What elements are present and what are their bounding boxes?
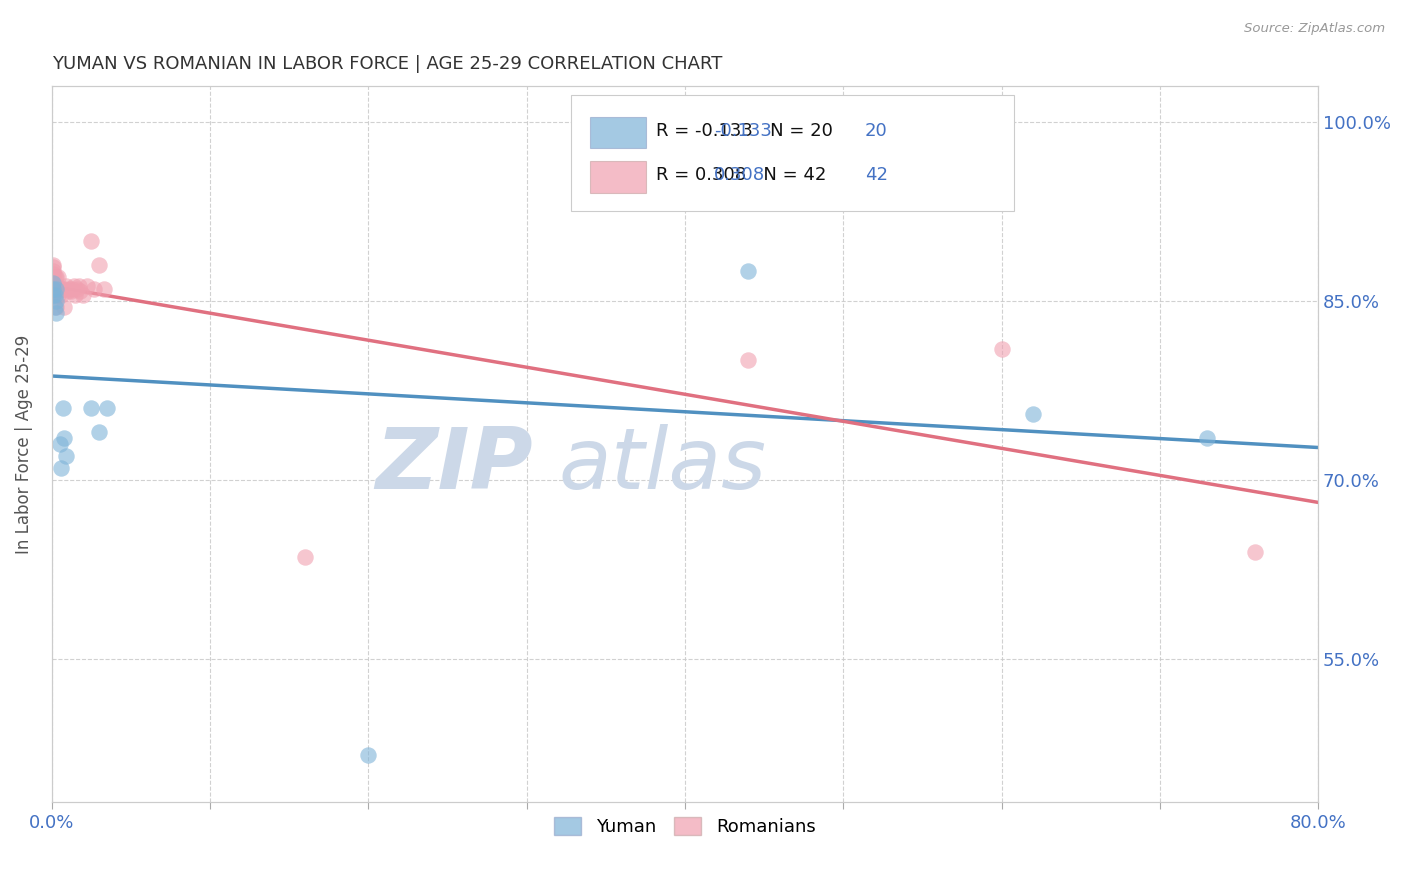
Point — [1022, 407, 1045, 421]
Point — [42, 282, 65, 296]
Point — [53, 431, 76, 445]
Point — [44, 282, 66, 296]
Point — [48, 282, 70, 296]
Point — [89, 425, 111, 439]
Point — [44, 300, 66, 314]
Point — [59, 284, 82, 298]
Text: 42: 42 — [865, 167, 887, 185]
Point — [737, 353, 759, 368]
Point — [96, 401, 118, 416]
Point — [357, 747, 380, 762]
Point — [67, 279, 90, 293]
Point — [42, 279, 65, 293]
Point — [69, 284, 91, 298]
Legend: Yuman, Romanians: Yuman, Romanians — [547, 810, 823, 844]
Text: 0.308: 0.308 — [714, 167, 765, 185]
Point — [42, 287, 65, 301]
Point — [44, 269, 66, 284]
Point — [42, 273, 65, 287]
Point — [45, 282, 67, 296]
Text: ZIP: ZIP — [375, 424, 533, 507]
FancyBboxPatch shape — [571, 95, 1014, 211]
Text: YUMAN VS ROMANIAN IN LABOR FORCE | AGE 25-29 CORRELATION CHART: YUMAN VS ROMANIAN IN LABOR FORCE | AGE 2… — [52, 55, 723, 73]
Point — [53, 282, 76, 296]
Point — [51, 461, 73, 475]
Point — [45, 293, 67, 308]
Text: Source: ZipAtlas.com: Source: ZipAtlas.com — [1244, 22, 1385, 36]
Point — [42, 276, 65, 290]
Point — [46, 287, 69, 301]
Point — [51, 287, 73, 301]
Point — [42, 287, 65, 301]
Point — [66, 282, 89, 296]
Point — [72, 287, 94, 301]
Point — [55, 449, 77, 463]
Text: R = -0.133   N = 20: R = -0.133 N = 20 — [655, 122, 832, 140]
Point — [294, 550, 316, 565]
Point — [1243, 544, 1265, 558]
Point — [65, 287, 87, 301]
Point — [45, 306, 67, 320]
Point — [1197, 431, 1219, 445]
Point — [42, 260, 65, 275]
Point — [48, 437, 70, 451]
Point — [53, 300, 76, 314]
Point — [58, 282, 80, 296]
Point — [93, 282, 115, 296]
Point — [42, 268, 65, 282]
Y-axis label: In Labor Force | Age 25-29: In Labor Force | Age 25-29 — [15, 334, 32, 554]
Point — [55, 279, 77, 293]
Point — [46, 269, 69, 284]
Point — [76, 279, 98, 293]
Point — [44, 287, 66, 301]
Point — [42, 282, 65, 296]
Point — [42, 276, 65, 290]
Point — [45, 300, 67, 314]
Point — [737, 264, 759, 278]
Point — [83, 282, 105, 296]
Point — [80, 234, 103, 248]
Point — [52, 401, 75, 416]
Point — [45, 269, 67, 284]
Point — [80, 401, 103, 416]
Point — [52, 282, 75, 296]
Point — [45, 284, 67, 298]
Point — [89, 258, 111, 272]
Point — [56, 284, 79, 298]
Point — [42, 258, 65, 272]
Point — [990, 342, 1012, 356]
Point — [42, 269, 65, 284]
Text: atlas: atlas — [558, 424, 766, 507]
FancyBboxPatch shape — [591, 117, 645, 148]
FancyBboxPatch shape — [591, 161, 645, 193]
Point — [63, 279, 86, 293]
Text: -0.133: -0.133 — [714, 122, 772, 140]
Point — [60, 282, 83, 296]
Text: R = 0.308   N = 42: R = 0.308 N = 42 — [655, 167, 827, 185]
Point — [42, 264, 65, 278]
Text: 20: 20 — [865, 122, 887, 140]
